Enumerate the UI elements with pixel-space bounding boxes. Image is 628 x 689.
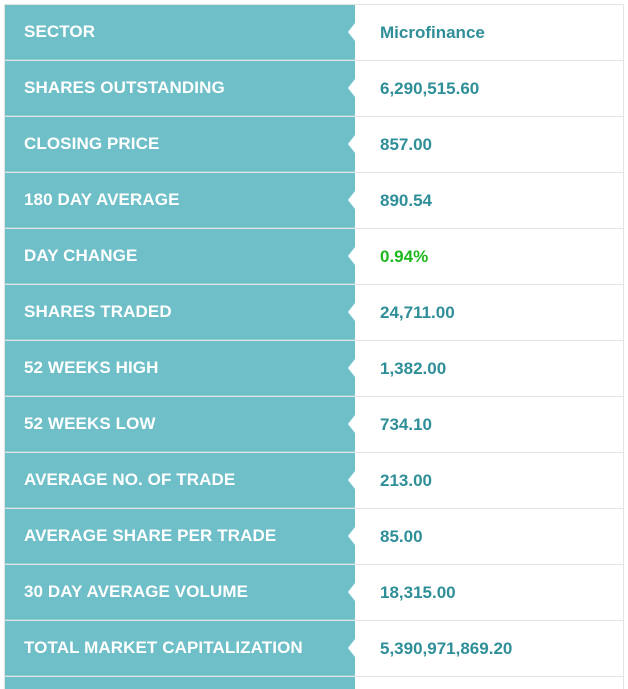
pointer-arrow-icon <box>348 135 355 153</box>
row-label-text: 30 DAY AVERAGE VOLUME <box>24 582 249 601</box>
row-label: AVERAGE SHARE PER TRADE <box>5 509 355 564</box>
pointer-arrow-icon <box>348 583 355 601</box>
row-value: Microfinance <box>380 22 485 42</box>
row-label: DAY CHANGE <box>5 229 355 284</box>
table-row-average-share-per-trade: AVERAGE SHARE PER TRADE 85.00 <box>5 509 623 565</box>
table-row-closing-price: CLOSING PRICE 857.00 <box>5 117 623 173</box>
row-label: 180 DAY AVERAGE <box>5 173 355 228</box>
pointer-arrow-icon <box>348 23 355 41</box>
row-value-positive: 0.94% <box>380 246 429 266</box>
row-label: SHARES TRADED <box>5 285 355 340</box>
row-label: 52 WEEKS LOW <box>5 397 355 452</box>
table-row-sector: SECTOR Microfinance <box>5 5 623 61</box>
table-row-partial <box>5 677 623 689</box>
row-value: 85.00 <box>380 526 423 546</box>
row-label-text: 180 DAY AVERAGE <box>24 190 180 209</box>
row-label: AVERAGE NO. OF TRADE <box>5 453 355 508</box>
row-label-text: 52 WEEKS LOW <box>24 414 156 433</box>
row-value: 1,382.00 <box>380 358 447 378</box>
stock-summary-table: SECTOR Microfinance SHARES OUTSTANDING 6… <box>4 4 624 689</box>
row-label-text: SHARES OUTSTANDING <box>24 78 225 97</box>
table-row-total-market-capitalization: TOTAL MARKET CAPITALIZATION 5,390,971,86… <box>5 621 623 677</box>
row-label: 30 DAY AVERAGE VOLUME <box>5 565 355 620</box>
table-row-180-day-average: 180 DAY AVERAGE 890.54 <box>5 173 623 229</box>
table-row-shares-outstanding: SHARES OUTSTANDING 6,290,515.60 <box>5 61 623 117</box>
pointer-arrow-icon <box>348 359 355 377</box>
pointer-arrow-icon <box>348 191 355 209</box>
row-label-text: TOTAL MARKET CAPITALIZATION <box>24 638 303 657</box>
table-row-shares-traded: SHARES TRADED 24,711.00 <box>5 285 623 341</box>
pointer-arrow-icon <box>348 527 355 545</box>
pointer-arrow-icon <box>348 415 355 433</box>
row-value: 5,390,971,869.20 <box>380 638 513 658</box>
pointer-arrow-icon <box>348 639 355 657</box>
row-value: 734.10 <box>380 414 432 434</box>
row-value: 24,711.00 <box>380 302 455 322</box>
row-label-text: 52 WEEKS HIGH <box>24 358 159 377</box>
pointer-arrow-icon <box>348 79 355 97</box>
row-label-text: AVERAGE NO. OF TRADE <box>24 470 236 489</box>
row-label-text: CLOSING PRICE <box>24 134 160 153</box>
row-value: 890.54 <box>380 190 432 210</box>
row-label <box>5 677 355 689</box>
pointer-arrow-icon <box>348 471 355 489</box>
row-label: 52 WEEKS HIGH <box>5 341 355 396</box>
pointer-arrow-icon <box>348 247 355 265</box>
row-value <box>355 677 623 689</box>
row-label: CLOSING PRICE <box>5 117 355 172</box>
row-label-text: SECTOR <box>24 22 96 41</box>
table-row-52-weeks-low: 52 WEEKS LOW 734.10 <box>5 397 623 453</box>
row-label-text: AVERAGE SHARE PER TRADE <box>24 526 277 545</box>
table-row-day-change: DAY CHANGE 0.94% <box>5 229 623 285</box>
table-row-30-day-average-volume: 30 DAY AVERAGE VOLUME 18,315.00 <box>5 565 623 621</box>
row-label: SHARES OUTSTANDING <box>5 61 355 116</box>
row-label: SECTOR <box>5 5 355 60</box>
row-value: 6,290,515.60 <box>380 78 480 98</box>
table-row-average-no-of-trade: AVERAGE NO. OF TRADE 213.00 <box>5 453 623 509</box>
row-label-text: SHARES TRADED <box>24 302 172 321</box>
pointer-arrow-icon <box>348 303 355 321</box>
row-label-text: DAY CHANGE <box>24 246 138 265</box>
row-label: TOTAL MARKET CAPITALIZATION <box>5 621 355 676</box>
row-value: 857.00 <box>380 134 432 154</box>
row-value: 18,315.00 <box>380 582 456 602</box>
table-row-52-weeks-high: 52 WEEKS HIGH 1,382.00 <box>5 341 623 397</box>
row-value: 213.00 <box>380 470 432 490</box>
